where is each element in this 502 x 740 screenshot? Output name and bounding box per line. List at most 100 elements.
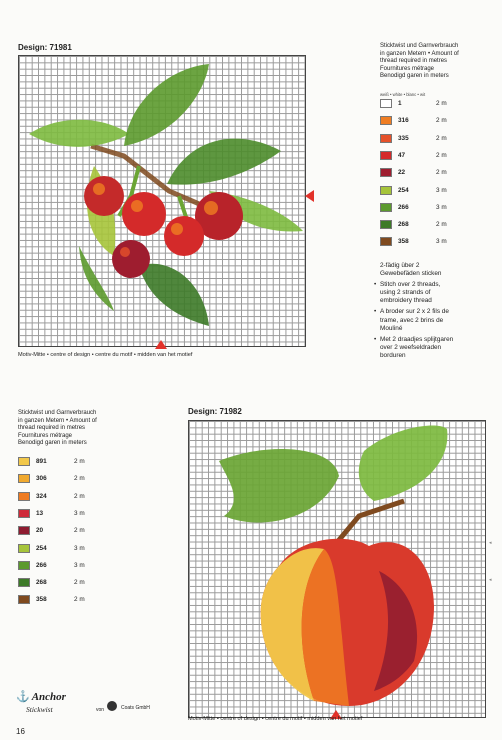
leaf <box>219 449 339 523</box>
color-swatch <box>380 202 392 212</box>
color-swatch <box>380 168 392 178</box>
leaf <box>29 119 129 147</box>
thread-quantity: 3 m <box>74 561 85 569</box>
color-swatch <box>380 133 392 143</box>
thread-key-row: 358 3 m <box>380 236 447 247</box>
thread-code: 13 <box>36 509 44 517</box>
thread-key-list: 891 2 m 306 2 m 324 2 m 13 3 m 20 2 m 254 3 m 266 3 m… <box>18 456 138 610</box>
apple-motif <box>219 425 448 706</box>
stitch-instructions: 2-fädig über 2 Gewebefäden sticken Stitch … <box>374 262 500 363</box>
thread-key-heading: Sticktwist und Garnverbrauch in ganzen M… <box>380 43 459 80</box>
instruction-line: Stitch over 2 threads, <box>380 281 441 289</box>
thread-quantity: 2 m <box>436 169 447 177</box>
thread-code: 358 <box>36 596 47 604</box>
thread-key-row: 254 3 m <box>380 185 447 196</box>
chart-grid-cherries <box>18 55 306 347</box>
anchor-logo: ⚓ Anchor <box>16 691 66 703</box>
color-swatch <box>380 185 392 195</box>
thread-key-row: 316 2 m <box>380 115 447 126</box>
thread-key-heading: Sticktwist und Garnverbrauch in ganzen M… <box>18 410 97 447</box>
bullet-icon: • <box>374 281 377 289</box>
thread-quantity: 2 m <box>74 492 85 500</box>
thread-key-row: 891 2 m <box>18 456 85 467</box>
leaf <box>79 246 114 311</box>
thread-code: 20 <box>36 527 44 535</box>
bullet-icon: • <box>374 335 377 343</box>
color-swatch <box>18 508 30 518</box>
thread-key-row: 306 2 m <box>18 473 85 484</box>
color-swatch <box>380 220 392 230</box>
cherry <box>112 240 150 278</box>
thread-code: 358 <box>398 238 409 246</box>
instruction-line: 2-fädig über 2 <box>380 262 420 269</box>
color-swatch <box>18 543 30 553</box>
color-swatch <box>18 474 30 484</box>
thread-quantity: 3 m <box>436 203 447 211</box>
thread-code: 266 <box>398 203 409 211</box>
design-title-71981: Design: 71981 <box>18 43 72 52</box>
thread-quantity: 2 m <box>436 151 447 159</box>
thread-key-row: 268 2 m <box>18 577 85 588</box>
thread-key-row: 22 2 m <box>380 167 447 178</box>
cherries-motif <box>29 64 303 326</box>
color-swatch <box>18 578 30 588</box>
thread-key-row: 324 2 m <box>18 491 85 502</box>
page-number: 16 <box>16 727 25 736</box>
thread-code: 254 <box>36 544 47 552</box>
thread-quantity: 2 m <box>436 100 447 107</box>
design-title-71982: Design: 71982 <box>188 407 242 416</box>
thread-quantity: 3 m <box>436 238 447 246</box>
thread-quantity: 2 m <box>74 596 85 604</box>
thread-code: 268 <box>36 579 47 587</box>
cherry <box>122 192 166 236</box>
thread-code: 266 <box>36 561 47 569</box>
instruction-block: Met 2 draadjes splijtgaren over 2 weefsel… <box>374 335 500 360</box>
instruction-line: borduren <box>380 351 406 359</box>
thread-code: 1 <box>398 100 402 107</box>
instruction-block: 2-fädig über 2 Gewebefäden sticken <box>380 262 500 278</box>
thread-code: 891 <box>36 458 47 465</box>
color-swatch <box>18 595 30 605</box>
thread-key-row: 266 3 m <box>380 202 447 213</box>
thread-code: 254 <box>398 186 409 194</box>
thread-key-row: 335 2 m <box>380 133 447 144</box>
thread-code: 335 <box>398 134 409 142</box>
instruction-block: Stitch over 2 threads, using 2 strands of… <box>374 281 500 305</box>
design-caption: Motiv-Mitte • centre of design • centre … <box>188 716 363 722</box>
thread-code: 306 <box>36 475 47 483</box>
stem <box>332 498 405 548</box>
color-swatch <box>380 116 392 126</box>
instruction-block: A broder sur 2 x 2 fils de trame, avec 2 … <box>374 308 500 332</box>
cherry <box>84 176 124 216</box>
thread-code: 47 <box>398 151 406 159</box>
thread-key-row: 13 3 m <box>18 508 85 519</box>
color-swatch <box>380 237 392 247</box>
thread-quantity: 2 m <box>74 579 85 587</box>
instruction-line: trame, avec 2 brins de <box>380 316 444 324</box>
thread-quantity: 2 m <box>74 527 85 535</box>
centre-marker-bottom <box>155 340 167 349</box>
thread-key-row: 254 3 m <box>18 543 85 554</box>
instruction-line: Met 2 draadjes splijtgaren <box>380 335 454 343</box>
color-swatch <box>18 491 30 501</box>
thread-key-row: 47 2 m <box>380 150 447 161</box>
color-swatch <box>380 99 392 108</box>
coats-logo-icon <box>107 701 117 711</box>
thread-key-row: 266 3 m <box>18 560 85 571</box>
centre-marker-bottom <box>330 710 342 719</box>
anchor-icon: ⚓ <box>16 691 30 703</box>
thread-key-row: 1 2 m <box>380 98 447 109</box>
thread-quantity: 2 m <box>436 134 447 142</box>
instruction-line: A broder sur 2 x 2 fils de <box>380 308 449 316</box>
instruction-line: using 2 strands of <box>380 289 431 297</box>
leaf <box>139 263 209 326</box>
leaf <box>358 425 448 501</box>
instruction-line: over 2 weefseldraden <box>380 343 442 351</box>
thread-key-row: 20 2 m <box>18 525 85 536</box>
thread-code: 22 <box>398 169 406 177</box>
thread-quantity: 2 m <box>436 221 447 229</box>
bullet-icon: • <box>374 308 377 316</box>
company-name: Coats GmbH <box>121 705 150 711</box>
thread-quantity: 3 m <box>436 186 447 194</box>
